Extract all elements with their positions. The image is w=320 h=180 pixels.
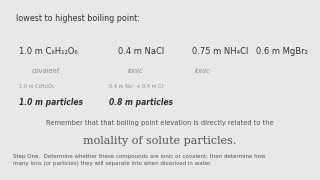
Text: 0.4 m NaCl: 0.4 m NaCl: [118, 47, 165, 56]
Text: Step One.  Determine whether these compounds are ionic or covalent; then determi: Step One. Determine whether these compou…: [13, 154, 265, 165]
Text: Remember that that boiling point elevation is directly related to the: Remember that that boiling point elevati…: [46, 120, 274, 126]
Text: ionic: ionic: [195, 68, 211, 74]
Text: 0.75 m NH₄Cl: 0.75 m NH₄Cl: [192, 47, 248, 56]
Text: 1.0 m C₆H₁₂O₆: 1.0 m C₆H₁₂O₆: [19, 47, 78, 56]
Text: lowest to highest boiling point:: lowest to highest boiling point:: [16, 14, 140, 23]
Text: 1.0 m particles: 1.0 m particles: [19, 98, 83, 107]
Text: 0.8 m particles: 0.8 m particles: [109, 98, 173, 107]
Text: 0.4 m Na⁺ + 0.4 m Cl⁻: 0.4 m Na⁺ + 0.4 m Cl⁻: [109, 84, 165, 89]
Text: covalent: covalent: [32, 68, 60, 74]
Text: 1.0 m C₆H₁₂O₆: 1.0 m C₆H₁₂O₆: [19, 84, 54, 89]
Text: ionic: ionic: [128, 68, 144, 74]
Text: molality of solute particles.: molality of solute particles.: [83, 136, 237, 146]
Text: 0.6 m MgBr₂: 0.6 m MgBr₂: [256, 47, 308, 56]
